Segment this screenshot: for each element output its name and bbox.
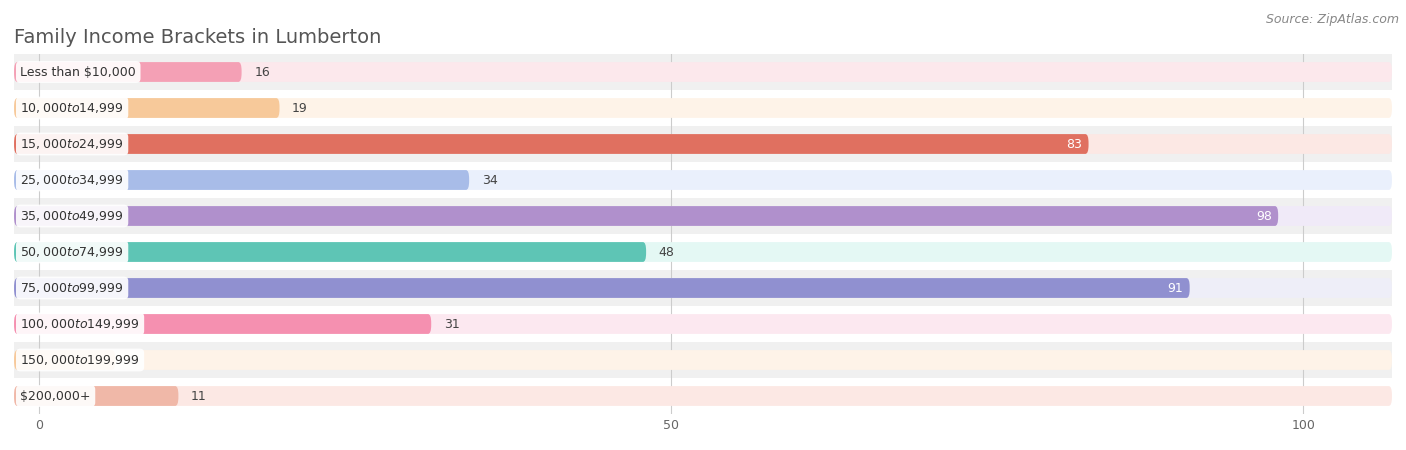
Text: 34: 34 <box>482 174 498 186</box>
FancyBboxPatch shape <box>14 206 1278 226</box>
Text: $200,000+: $200,000+ <box>20 390 91 402</box>
FancyBboxPatch shape <box>14 206 1392 226</box>
Text: 19: 19 <box>292 102 308 114</box>
FancyBboxPatch shape <box>14 170 1392 190</box>
Text: $50,000 to $74,999: $50,000 to $74,999 <box>20 245 124 259</box>
FancyBboxPatch shape <box>14 170 470 190</box>
FancyBboxPatch shape <box>14 98 1392 118</box>
FancyBboxPatch shape <box>14 386 1392 406</box>
FancyBboxPatch shape <box>14 242 1392 262</box>
FancyBboxPatch shape <box>14 314 432 334</box>
FancyBboxPatch shape <box>14 98 280 118</box>
FancyBboxPatch shape <box>14 54 1392 90</box>
Text: 48: 48 <box>659 246 675 258</box>
Text: $150,000 to $199,999: $150,000 to $199,999 <box>20 353 139 367</box>
FancyBboxPatch shape <box>14 278 1189 298</box>
Text: $10,000 to $14,999: $10,000 to $14,999 <box>20 101 124 115</box>
Text: 83: 83 <box>1066 138 1083 150</box>
FancyBboxPatch shape <box>14 242 647 262</box>
FancyBboxPatch shape <box>14 314 1392 334</box>
Text: Less than $10,000: Less than $10,000 <box>20 66 136 78</box>
Text: Source: ZipAtlas.com: Source: ZipAtlas.com <box>1265 14 1399 27</box>
FancyBboxPatch shape <box>14 350 115 370</box>
FancyBboxPatch shape <box>14 126 1392 162</box>
Text: 6: 6 <box>128 354 136 366</box>
FancyBboxPatch shape <box>14 270 1392 306</box>
Text: $15,000 to $24,999: $15,000 to $24,999 <box>20 137 124 151</box>
Text: 31: 31 <box>444 318 460 330</box>
Text: 11: 11 <box>191 390 207 402</box>
FancyBboxPatch shape <box>14 90 1392 126</box>
FancyBboxPatch shape <box>14 62 1392 82</box>
Text: $75,000 to $99,999: $75,000 to $99,999 <box>20 281 124 295</box>
FancyBboxPatch shape <box>14 386 179 406</box>
FancyBboxPatch shape <box>14 62 242 82</box>
Text: Family Income Brackets in Lumberton: Family Income Brackets in Lumberton <box>14 28 381 47</box>
Text: $35,000 to $49,999: $35,000 to $49,999 <box>20 209 124 223</box>
FancyBboxPatch shape <box>14 134 1088 154</box>
FancyBboxPatch shape <box>14 342 1392 378</box>
FancyBboxPatch shape <box>14 198 1392 234</box>
Text: $100,000 to $149,999: $100,000 to $149,999 <box>20 317 139 331</box>
FancyBboxPatch shape <box>14 350 1392 370</box>
FancyBboxPatch shape <box>14 378 1392 414</box>
FancyBboxPatch shape <box>14 134 1392 154</box>
Text: 91: 91 <box>1167 282 1184 294</box>
Text: $25,000 to $34,999: $25,000 to $34,999 <box>20 173 124 187</box>
FancyBboxPatch shape <box>14 234 1392 270</box>
FancyBboxPatch shape <box>14 278 1392 298</box>
FancyBboxPatch shape <box>14 306 1392 342</box>
FancyBboxPatch shape <box>14 162 1392 198</box>
Text: 98: 98 <box>1256 210 1272 222</box>
Text: 16: 16 <box>254 66 270 78</box>
